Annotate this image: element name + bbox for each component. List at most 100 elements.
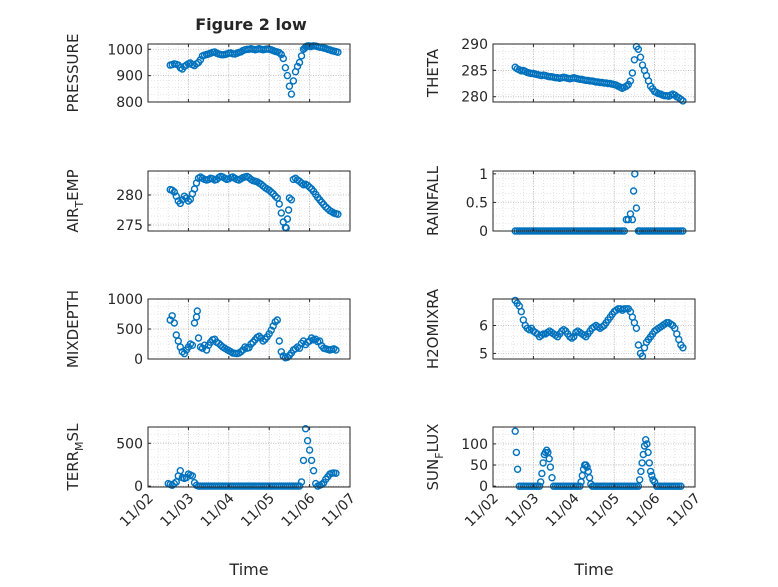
- data-point: [284, 206, 293, 214]
- y-tick-label: 0: [479, 479, 488, 495]
- data-point: [301, 425, 310, 433]
- data-point: [305, 183, 314, 191]
- axes-box: [492, 298, 696, 360]
- data-point: [188, 341, 197, 349]
- panel-airtemp: 275 280 AIRTEMP: [64, 169, 351, 234]
- y-axis-label: THETA: [424, 48, 442, 98]
- data-point: [297, 52, 306, 60]
- y-tick-label: 50: [470, 458, 488, 474]
- data-point: [637, 467, 645, 476]
- y-tick-label: 285: [461, 63, 488, 79]
- data-point: [255, 332, 263, 340]
- data-point: [307, 456, 316, 465]
- y-tick-label: 1000: [107, 292, 143, 308]
- data-point: [628, 69, 637, 77]
- data-point: [237, 348, 245, 356]
- data-point: [295, 58, 304, 67]
- axes-box: [147, 426, 351, 488]
- data-point: [537, 478, 545, 486]
- data-point: [636, 53, 645, 61]
- data-point: [305, 446, 314, 454]
- data-point: [176, 199, 185, 208]
- data-point: [679, 97, 687, 105]
- data-point: [583, 463, 591, 471]
- data-point: [184, 197, 193, 205]
- data-point: [626, 77, 635, 85]
- data-point: [634, 45, 643, 53]
- panel-mixdepth: 0 500 1000 MIXDEPTH: [64, 290, 351, 368]
- data-point: [283, 71, 292, 80]
- y-tick-label: 1: [479, 167, 488, 183]
- y-tick-label: 280: [461, 90, 488, 106]
- data-point: [267, 326, 275, 334]
- y-tick-label: 0: [134, 352, 143, 368]
- y-tick-label: 0: [479, 224, 488, 240]
- data-point: [642, 436, 650, 444]
- y-tick-label: 800: [116, 95, 143, 111]
- data-point: [265, 186, 273, 194]
- axes-box: [492, 170, 696, 232]
- y-tick-label: 900: [116, 69, 143, 85]
- data-point: [322, 203, 330, 211]
- data-point: [275, 49, 283, 57]
- data-point: [267, 188, 275, 196]
- data-point: [170, 188, 179, 196]
- axes-box: [492, 43, 696, 103]
- data-point: [513, 465, 522, 473]
- data-point: [295, 482, 304, 490]
- y-axis-label: SUNFLUX: [424, 424, 446, 491]
- data-point: [176, 467, 185, 475]
- y-axis-label: TERRMSL: [64, 423, 86, 492]
- data-point: [257, 180, 265, 188]
- data-point: [271, 192, 279, 200]
- y-tick-label: 500: [116, 436, 143, 452]
- data-point: [170, 319, 179, 327]
- data-point: [287, 90, 296, 98]
- axes-box: [147, 43, 351, 103]
- data-point: [287, 196, 296, 204]
- data-point: [303, 181, 312, 190]
- data-point: [548, 474, 556, 482]
- data-point: [180, 349, 189, 358]
- data-point: [538, 469, 546, 478]
- data-point: [576, 482, 584, 490]
- data-point: [645, 459, 653, 467]
- data-point: [297, 179, 306, 187]
- axes-box: [147, 170, 351, 232]
- data-point: [648, 471, 656, 480]
- data-point: [273, 316, 281, 324]
- data-point: [299, 456, 308, 465]
- data-point: [291, 345, 300, 353]
- data-point: [277, 209, 285, 217]
- data-point: [332, 346, 340, 354]
- y-axis-label: PRESSURE: [64, 34, 82, 113]
- y-axis-label: AIRTEMP: [64, 169, 86, 232]
- data-point: [180, 192, 189, 200]
- data-point: [634, 341, 643, 349]
- data-point: [334, 48, 342, 56]
- data-point: [624, 80, 632, 89]
- data-point: [271, 318, 279, 326]
- y-axis-label: MIXDEPTH: [64, 290, 82, 368]
- data-point: [638, 459, 646, 467]
- axes-box: [492, 426, 696, 488]
- data-point: [535, 482, 544, 490]
- y-tick-label: 100: [461, 437, 488, 453]
- data-point: [285, 82, 294, 90]
- y-tick-label: 500: [116, 322, 143, 338]
- data-point: [289, 77, 298, 85]
- y-tick-label: 6: [479, 319, 488, 335]
- y-tick-label: 275: [116, 218, 143, 234]
- data-point: [629, 187, 638, 195]
- data-point: [214, 339, 223, 348]
- data-point: [332, 469, 340, 477]
- data-point: [188, 472, 197, 480]
- data-point: [546, 463, 555, 471]
- panel-pressure: 800 900 1000 PRESSURE: [64, 34, 351, 113]
- data-point: [295, 177, 304, 185]
- data-point: [279, 54, 287, 63]
- y-axis-label: H2OMIXRA: [424, 288, 442, 369]
- panel-theta: 280 285 290 THETA: [424, 37, 696, 106]
